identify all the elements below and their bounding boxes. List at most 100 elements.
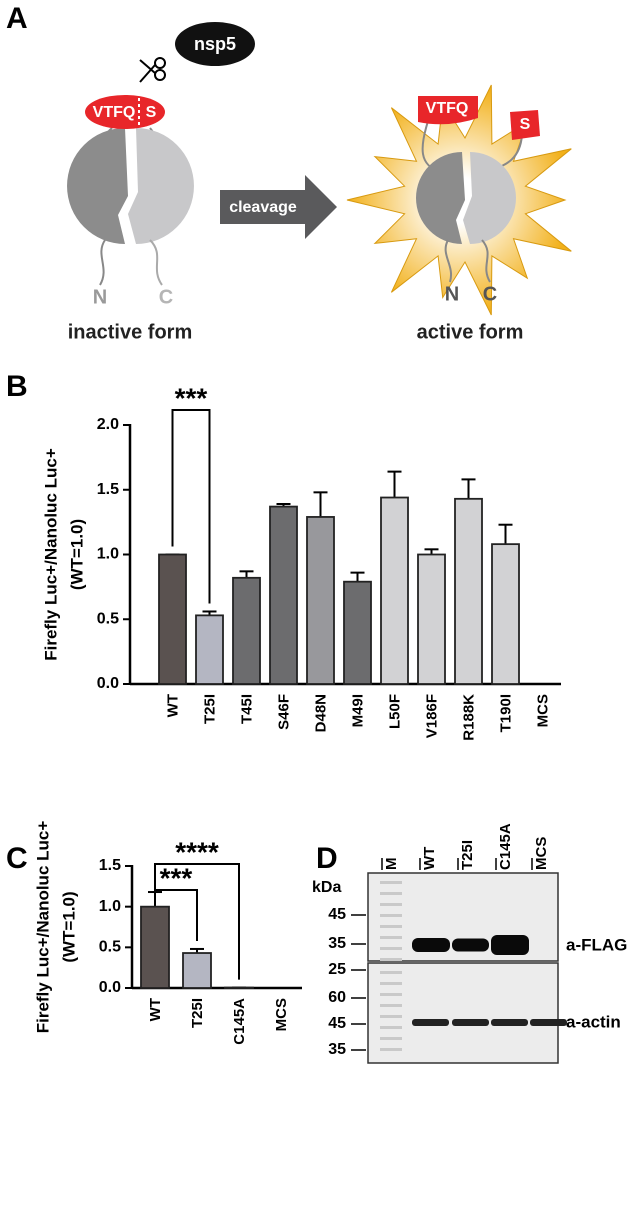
substrate-left: VTFQ [93, 104, 136, 121]
y-tick-label: 1.5 [97, 481, 119, 498]
lane-label: MCS [533, 837, 550, 870]
c-term: C [159, 286, 173, 308]
x-tick-label: WT [164, 694, 181, 717]
band [452, 1019, 489, 1026]
marker-label: 45 [328, 906, 346, 923]
lane-label: T25I [459, 840, 476, 870]
y-axis-label: Firefly Luc+/Nanoluc Luc+ [33, 821, 52, 1034]
enzyme [175, 22, 255, 66]
band [412, 1019, 449, 1026]
x-tick-label: MCS [273, 998, 290, 1031]
ladder-band [380, 903, 402, 906]
significance-bracket [154, 863, 240, 980]
y-tick-label: 2.0 [97, 416, 119, 433]
x-tick-label: T45I [238, 694, 255, 724]
significance-bracket [171, 409, 211, 604]
marker-label: 60 [328, 989, 346, 1006]
bar [158, 553, 187, 685]
bar [140, 905, 170, 989]
x-tick-label: L50F [386, 694, 403, 729]
substrate-right-label: S [520, 116, 531, 133]
y-tick-label: 1.0 [99, 898, 121, 915]
ladder-band [380, 958, 402, 961]
panel-label: C [6, 842, 28, 875]
x-tick-label: R188K [460, 694, 477, 741]
panel-label: A [6, 2, 28, 35]
y-tick-label: 0.0 [97, 675, 119, 692]
x-tick-label: V186F [423, 694, 440, 738]
significance-label: *** [175, 382, 208, 413]
y-axis-label: Firefly Luc+/Nanoluc Luc+ [41, 448, 60, 661]
linker [444, 239, 453, 283]
y-tick-label: 1.5 [99, 857, 121, 874]
band [491, 1019, 528, 1026]
ladder-band [380, 1037, 402, 1040]
domain-c [128, 128, 194, 244]
lane-label: C145A [497, 823, 514, 870]
significance-label: **** [175, 836, 219, 867]
blot-membrane [367, 962, 559, 1064]
bar [269, 505, 298, 685]
y-tick-label: 1.0 [97, 546, 119, 563]
linker [149, 239, 163, 286]
y-tick-label: 0.5 [97, 610, 119, 627]
substrate-left-label: VTFQ [426, 100, 469, 117]
bar [195, 614, 224, 685]
inactive-label: inactive form [68, 321, 192, 343]
band [530, 1019, 567, 1026]
c-term: C [483, 283, 497, 305]
linker [481, 239, 491, 283]
y-axis-note: (WT=1.0) [59, 891, 78, 962]
ladder-band [380, 925, 402, 928]
ladder-band [380, 982, 402, 985]
ladder-band [380, 914, 402, 917]
y-axis-note: (WT=1.0) [67, 519, 86, 590]
bar [182, 952, 212, 989]
bar [417, 553, 446, 685]
domain-n [67, 128, 128, 244]
significance-label: *** [160, 862, 193, 893]
bar [380, 496, 409, 685]
bar [306, 516, 335, 685]
bar [343, 580, 372, 685]
bar [491, 543, 520, 685]
x-tick-label: S46F [275, 694, 292, 730]
ladder-band [380, 971, 402, 974]
bar [454, 497, 483, 685]
ladder-band [380, 993, 402, 996]
panel-label: D [316, 842, 338, 875]
ladder-band [380, 1004, 402, 1007]
arrow [220, 175, 337, 239]
substrate-right [510, 110, 540, 140]
ladder-band [380, 1026, 402, 1029]
ladder-band [380, 947, 402, 950]
ladder-band [380, 881, 402, 884]
x-tick-label: T190I [497, 694, 514, 732]
arrow-label: cleavage [229, 199, 297, 216]
ladder-band [380, 1015, 402, 1018]
lane-label: WT [421, 847, 438, 870]
substrate-left [418, 96, 478, 125]
band [452, 938, 489, 952]
ladder-band [380, 1048, 402, 1051]
linker [99, 239, 106, 286]
bar [232, 576, 261, 685]
x-tick-label: T25I [201, 694, 218, 724]
x-tick-label: M49I [349, 694, 366, 727]
n-term: N [93, 286, 107, 308]
diagram: VTFQ S nsp5 N C inactive form cleavage V… [67, 22, 572, 343]
x-tick-label: C145A [231, 998, 248, 1045]
marker-label: 35 [328, 935, 346, 952]
active-label: active form [417, 321, 524, 343]
lane-label: M [383, 858, 400, 871]
band [412, 938, 450, 952]
x-tick-label: D48N [312, 694, 329, 732]
ladder-band [380, 936, 402, 939]
ladder-band [380, 892, 402, 895]
band [491, 935, 529, 955]
n-term: N [445, 283, 459, 305]
x-tick-label: WT [147, 998, 164, 1021]
x-tick-label: MCS [534, 694, 551, 727]
y-tick-label: 0.0 [99, 979, 121, 996]
